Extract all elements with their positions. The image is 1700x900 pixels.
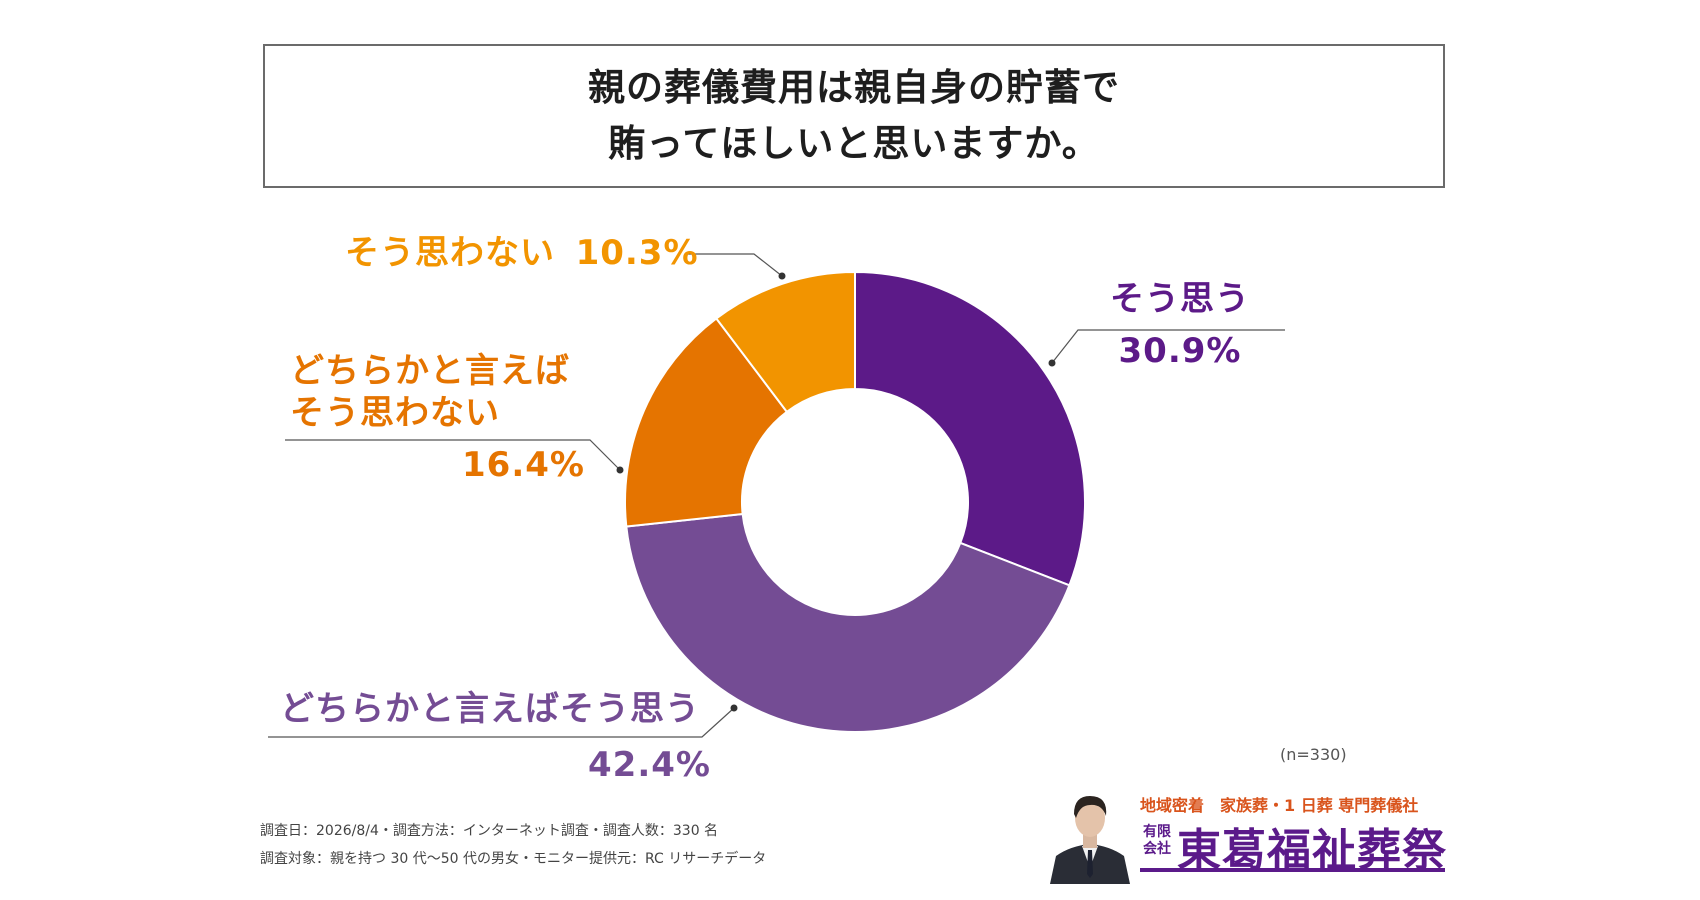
chart-title-box: 親の葬儀費用は親自身の貯蓄で 賄ってほしいと思いますか。 [263,44,1445,188]
leader-dot-s3 [778,272,786,280]
label-s2-pct: 16.4% [462,445,585,485]
leader-line-s1 [268,707,735,738]
label-s2-name-line1: どちらかと言えば [290,351,570,391]
leader-dot-s2 [616,466,624,474]
label-s0-name: そう思う [1110,279,1250,319]
sample-size-note: (n=330) [1280,745,1347,764]
donut-slice-3 [714,270,856,414]
label-s1-pct-wrap: 42.4% [588,744,711,786]
leader-line-s0 [1051,329,1285,364]
leader-dot-s0 [1048,359,1056,367]
footer-line-2: 調査対象：親を持つ 30 代〜50 代の男女・モニター提供元：RC リサーチデー… [260,851,767,867]
label-s2: どちらかと言えば そう思わない [290,350,570,434]
label-s2-pct-wrap: 16.4% [462,444,585,486]
label-s1: どちらかと言えばそう思う [280,688,700,730]
label-s3-name: そう思わない [345,233,555,273]
company-type: 有限会社 [1143,824,1171,857]
label-s2-name-line2: そう思わない [290,393,500,433]
company-name: 東葛福祉葬祭 [1177,825,1447,876]
label-s1-name: どちらかと言えばそう思う [280,689,700,729]
company-banner: 地域密着 家族葬・1 日葬 専門葬儀社 有限会社 東葛福祉葬祭 [1040,784,1447,884]
staff-portrait-image [1040,784,1140,884]
company-underline [1140,868,1445,872]
label-s0: そう思う 30.9% [1110,278,1250,372]
company-tagline: 地域密着 家族葬・1 日葬 専門葬儀社 [1140,796,1419,815]
label-s1-pct: 42.4% [588,745,711,785]
label-s3-pct: 10.3% [575,233,699,273]
label-s3: そう思わない 10.3% [345,232,699,274]
title-line-1: 親の葬儀費用は親自身の貯蓄で [588,66,1120,109]
donut-slice-1 [625,512,1071,734]
label-s0-pct: 30.9% [1118,331,1242,371]
donut-slice-2 [624,317,789,528]
leader-dot-s1 [730,704,738,712]
footer-line-1: 調査日：2026/8/4・調査方法：インターネット調査・調査人数：330 名 [260,823,719,839]
donut-slice-0 [854,270,1086,587]
leader-line-s3 [685,253,783,277]
title-line-2: 賄ってほしいと思いますか。 [608,122,1100,165]
leader-line-s2 [285,439,621,471]
